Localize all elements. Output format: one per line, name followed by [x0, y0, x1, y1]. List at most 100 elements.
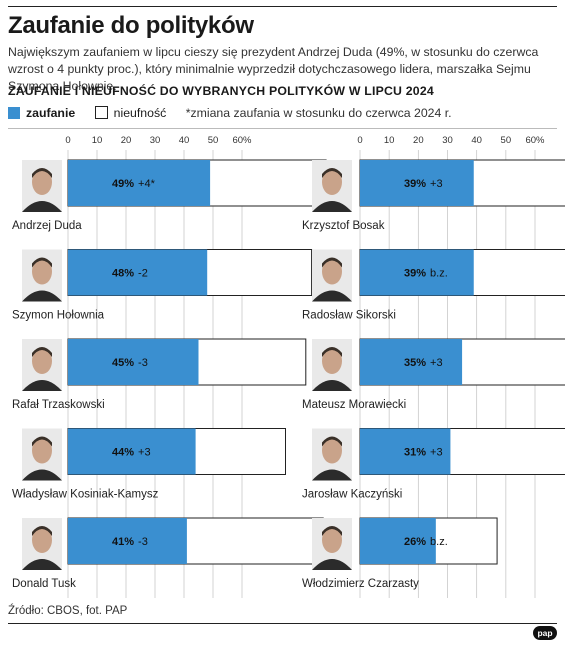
- tick-label: 40: [471, 135, 482, 146]
- portrait-hair: [322, 168, 342, 178]
- portrait: [22, 428, 62, 481]
- trust-value: 49%: [112, 178, 134, 190]
- politician-row: 48% -2 Szymon Hołownia: [12, 249, 313, 322]
- portrait-hair: [322, 347, 342, 357]
- bar-value-label: 39% b.z.: [404, 268, 448, 280]
- tick-label: 60%: [232, 135, 252, 146]
- politician-name: Krzysztof Bosak: [302, 220, 385, 232]
- portrait-hair: [32, 168, 52, 178]
- trust-value: 31%: [404, 447, 426, 459]
- portrait-shoulders: [22, 201, 62, 212]
- portrait-shoulders: [22, 559, 62, 570]
- portrait-shoulders: [22, 469, 62, 481]
- portrait-hair: [32, 257, 52, 268]
- legend-swatch-distrust: [94, 106, 108, 119]
- tick-label: 0: [357, 135, 362, 146]
- legend-item-distrust: nieufność: [94, 106, 167, 120]
- tick-label: 50: [501, 135, 512, 146]
- politician-row: 39% +3 Krzysztof Bosak: [302, 159, 565, 232]
- trust-change: b.z.: [430, 536, 448, 548]
- bar-trust: [360, 428, 451, 475]
- bar-value-label: 31% +3: [404, 447, 443, 459]
- portrait-hair: [32, 526, 52, 536]
- portrait-face: [32, 437, 52, 464]
- portrait-hair: [322, 526, 342, 536]
- portrait: [312, 518, 352, 570]
- legend-label-distrust: nieufność: [113, 106, 167, 120]
- portrait-hair: [32, 347, 52, 357]
- politician-name: Mateusz Morawiecki: [302, 399, 406, 411]
- legend: zaufanie nieufność *zmiana zaufania w st…: [8, 106, 560, 122]
- trust-value: 44%: [112, 447, 134, 459]
- portrait-shoulders: [22, 380, 62, 391]
- politician-row: 26% b.z. Włodzimierz Czarzasty: [302, 517, 498, 590]
- lead-paragraph: Największym zaufaniem w lipcu cieszy się…: [8, 45, 539, 93]
- portrait: [312, 428, 352, 481]
- portrait-shoulders: [312, 201, 352, 212]
- chart-column-1: 0 10 20 30 40 50 60% 49% +4* Andrzej Duda 48% -2 Szy…: [12, 135, 327, 598]
- portrait-face: [32, 169, 52, 195]
- bar-trust: [360, 160, 474, 206]
- tick-label: 40: [179, 135, 190, 146]
- portrait-hair: [322, 436, 342, 447]
- trust-value: 39%: [404, 268, 426, 280]
- bar-value-label: 48% -2: [112, 268, 148, 280]
- politician-name: Andrzej Duda: [12, 220, 82, 232]
- source-note: Źródło: CBOS, fot. PAP: [8, 605, 128, 617]
- page-title: Zaufanie do polityków: [8, 12, 254, 39]
- portrait: [312, 249, 352, 302]
- pap-logo: pap: [533, 626, 557, 640]
- trust-change: b.z.: [430, 268, 448, 280]
- trust-change: -2: [138, 268, 148, 280]
- portrait-face: [322, 169, 342, 195]
- politician-name: Jarosław Kaczyński: [302, 489, 402, 501]
- bar-value-label: 39% +3: [404, 178, 443, 190]
- portrait-face: [322, 258, 342, 285]
- bar-trust: [68, 339, 199, 385]
- portrait: [22, 339, 62, 391]
- politician-row: 45% -3 Rafał Trzaskowski: [12, 338, 307, 411]
- politician-name: Radosław Sikorski: [302, 310, 396, 322]
- tick-label: 10: [92, 135, 103, 146]
- politician-row: 41% -3 Donald Tusk: [12, 517, 324, 590]
- trust-value: 26%: [404, 536, 426, 548]
- portrait-shoulders: [22, 290, 62, 302]
- tick-label: 30: [442, 135, 453, 146]
- trust-value: 48%: [112, 268, 134, 280]
- bar-trust: [68, 518, 187, 564]
- portrait: [22, 160, 62, 212]
- tick-label: 10: [384, 135, 395, 146]
- legend-item-trust: zaufanie: [8, 106, 75, 120]
- portrait: [312, 160, 352, 212]
- politician-name: Włodzimierz Czarzasty: [302, 578, 419, 590]
- tick-label: 0: [65, 135, 70, 146]
- portrait-hair: [32, 436, 52, 447]
- bar-trust: [360, 518, 436, 564]
- tick-label: 20: [121, 135, 132, 146]
- portrait-shoulders: [312, 290, 352, 302]
- trust-value: 39%: [404, 178, 426, 190]
- portrait-hair: [322, 257, 342, 268]
- portrait: [22, 249, 62, 302]
- trust-change: +3: [430, 357, 443, 369]
- bar-trust: [68, 249, 208, 296]
- portrait-face: [32, 258, 52, 285]
- politician-name: Rafał Trzaskowski: [12, 399, 105, 411]
- portrait-shoulders: [312, 380, 352, 391]
- portrait: [22, 518, 62, 570]
- trust-change: +3: [138, 447, 151, 459]
- portrait-shoulders: [312, 559, 352, 570]
- bar-trust: [68, 160, 211, 206]
- separator: [8, 128, 557, 129]
- bar-trust: [68, 428, 196, 475]
- portrait-face: [32, 527, 52, 553]
- portrait-face: [32, 348, 52, 374]
- portrait-shoulders: [312, 469, 352, 481]
- legend-note: *zmiana zaufania w stosunku do czerwca 2…: [185, 106, 452, 120]
- chart-subtitle: ZAUFANIE I NIEUFNOŚĆ DO WYBRANYCH POLITY…: [8, 84, 434, 98]
- trust-change: -3: [138, 536, 148, 548]
- bar-value-label: 26% b.z.: [404, 536, 448, 548]
- trust-value: 41%: [112, 536, 134, 548]
- portrait-face: [322, 348, 342, 374]
